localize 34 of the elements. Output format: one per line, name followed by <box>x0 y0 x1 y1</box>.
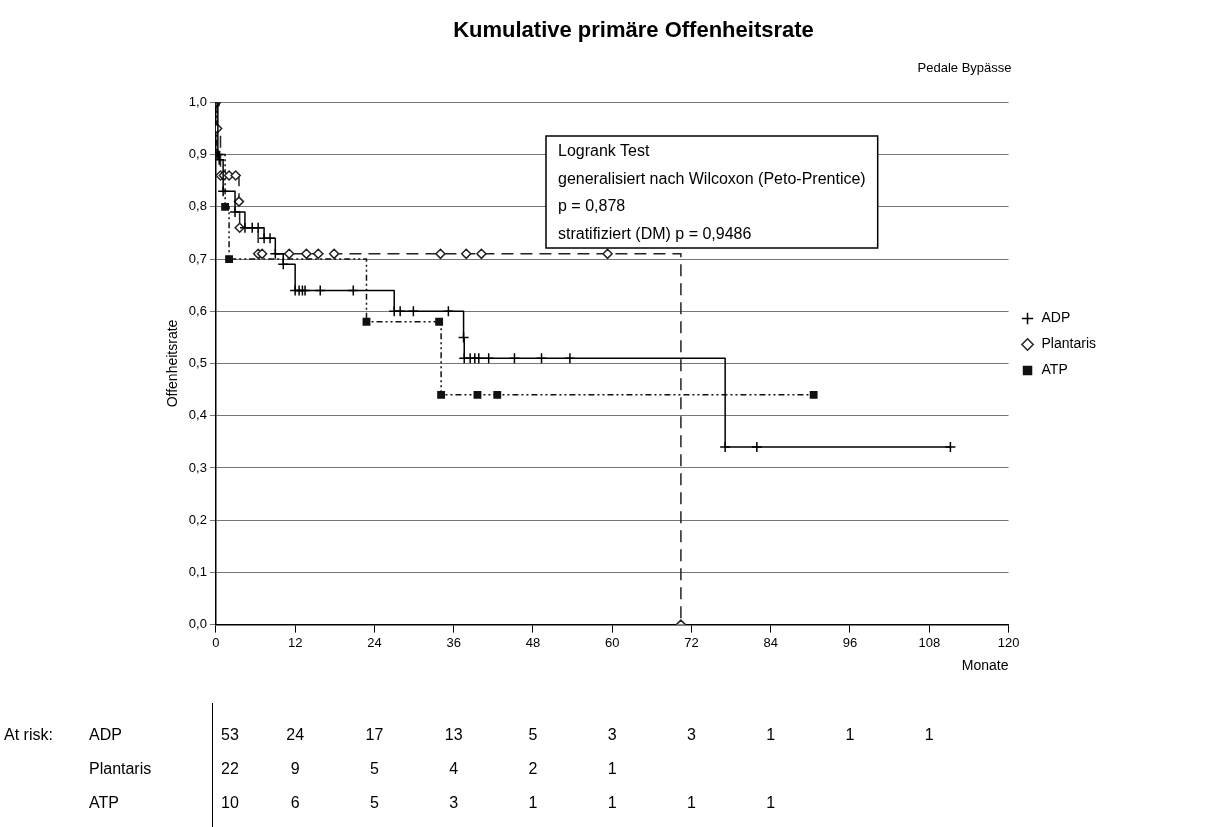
x-tick-label: 96 <box>842 634 858 650</box>
y-tick-label: 0,4 <box>188 407 207 423</box>
y-tick-label: 0,1 <box>188 563 207 579</box>
chart-title: Kumulative primäre Offenheitsrate <box>453 17 814 43</box>
x-tick-label: 60 <box>604 634 620 650</box>
x-tick-label: 36 <box>446 634 461 650</box>
x-tick-label: 24 <box>367 634 382 650</box>
legend-label: ADP <box>1041 309 1071 326</box>
x-axis-title: Monate <box>961 657 1009 674</box>
chart-subtitle: Pedale Bypässe <box>917 59 1012 75</box>
y-tick-label: 0,7 <box>188 250 207 266</box>
y-tick-label: 0,0 <box>188 616 207 632</box>
text: At risk: <box>4 726 53 744</box>
y-tick-label: 0,2 <box>188 511 207 527</box>
text: ADP 53 24 17 13 5 3 3 1 1 1 <box>89 726 934 744</box>
y-tick-label: 0,9 <box>188 146 207 162</box>
annotation: Logrank Test generalisiert nach Wilcoxon (Peto-Prentice) p = 0,878 stratifiziert (DM) p = 0,9486 <box>558 142 866 242</box>
y-axis-title: Offenheitsrate <box>164 319 181 408</box>
y-tick-label: 1,0 <box>188 93 207 109</box>
y-tick-label: 0,6 <box>188 302 207 318</box>
x-tick-label: 12 <box>287 634 303 650</box>
legend-label: ATP <box>1041 361 1068 378</box>
y-tick-label: 0,8 <box>188 198 207 214</box>
text: Plantaris 22 9 5 4 2 1 <box>89 760 617 778</box>
x-tick-label: 72 <box>684 634 699 650</box>
x-tick-label: 108 <box>918 634 941 650</box>
x-tick-label: 0 <box>212 634 220 650</box>
text: ATP 10 6 5 3 1 1 1 1 <box>89 794 776 812</box>
x-tick-label: 120 <box>997 634 1020 650</box>
legend-label: Plantaris <box>1041 335 1096 352</box>
y-tick-label: 0,3 <box>188 459 207 475</box>
x-tick-label: 84 <box>763 634 778 650</box>
x-tick-label: 48 <box>525 634 541 650</box>
y-tick-label: 0,5 <box>188 355 207 371</box>
